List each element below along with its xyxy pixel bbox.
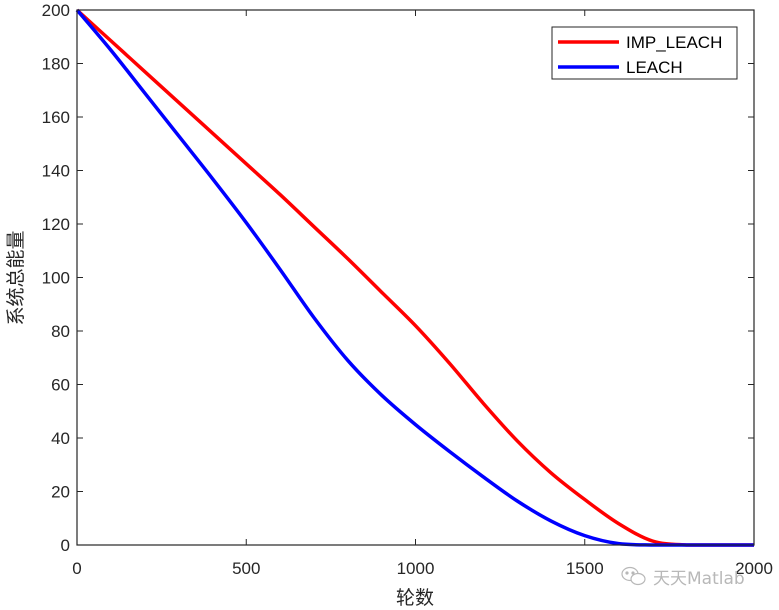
x-tick-label: 1500 [566, 559, 604, 578]
y-tick-label: 20 [51, 483, 70, 502]
legend-box [551, 26, 738, 80]
y-tick-label: 180 [42, 55, 70, 74]
y-tick-label: 60 [51, 376, 70, 395]
y-tick-label: 120 [42, 215, 70, 234]
watermark: 天天Matlab [621, 566, 745, 589]
y-tick-label: 140 [42, 162, 70, 181]
y-tick-label: 80 [51, 322, 70, 341]
watermark-text: 天天Matlab [653, 569, 745, 589]
y-tick-label: 40 [51, 429, 70, 448]
y-axis-label: 系统总能量 [5, 230, 27, 325]
y-tick-label: 100 [42, 269, 70, 288]
legend-label: LEACH [626, 58, 683, 77]
x-axis-label: 轮数 [396, 587, 434, 609]
axes: 0 500 1000 1500 2000 0 20 40 60 80 100 120 140 160 180… [42, 1, 773, 578]
series-line-imp-leach [75, 8, 754, 547]
legend: IMP_LEACH LEACH [551, 26, 738, 80]
x-tick-label: 0 [72, 559, 81, 578]
axes-box [76, 9, 755, 546]
legend-label: IMP_LEACH [626, 33, 722, 52]
series-line-leach [75, 8, 754, 547]
x-tick-label: 2000 [735, 559, 773, 578]
x-tick-label: 1000 [397, 559, 435, 578]
wechat-icon [621, 566, 646, 586]
x-tick-label: 500 [232, 559, 260, 578]
y-tick-label: 160 [42, 108, 70, 127]
plot-area [75, 8, 754, 547]
y-tick-label: 200 [42, 1, 70, 20]
y-tick-label: 0 [61, 536, 70, 555]
